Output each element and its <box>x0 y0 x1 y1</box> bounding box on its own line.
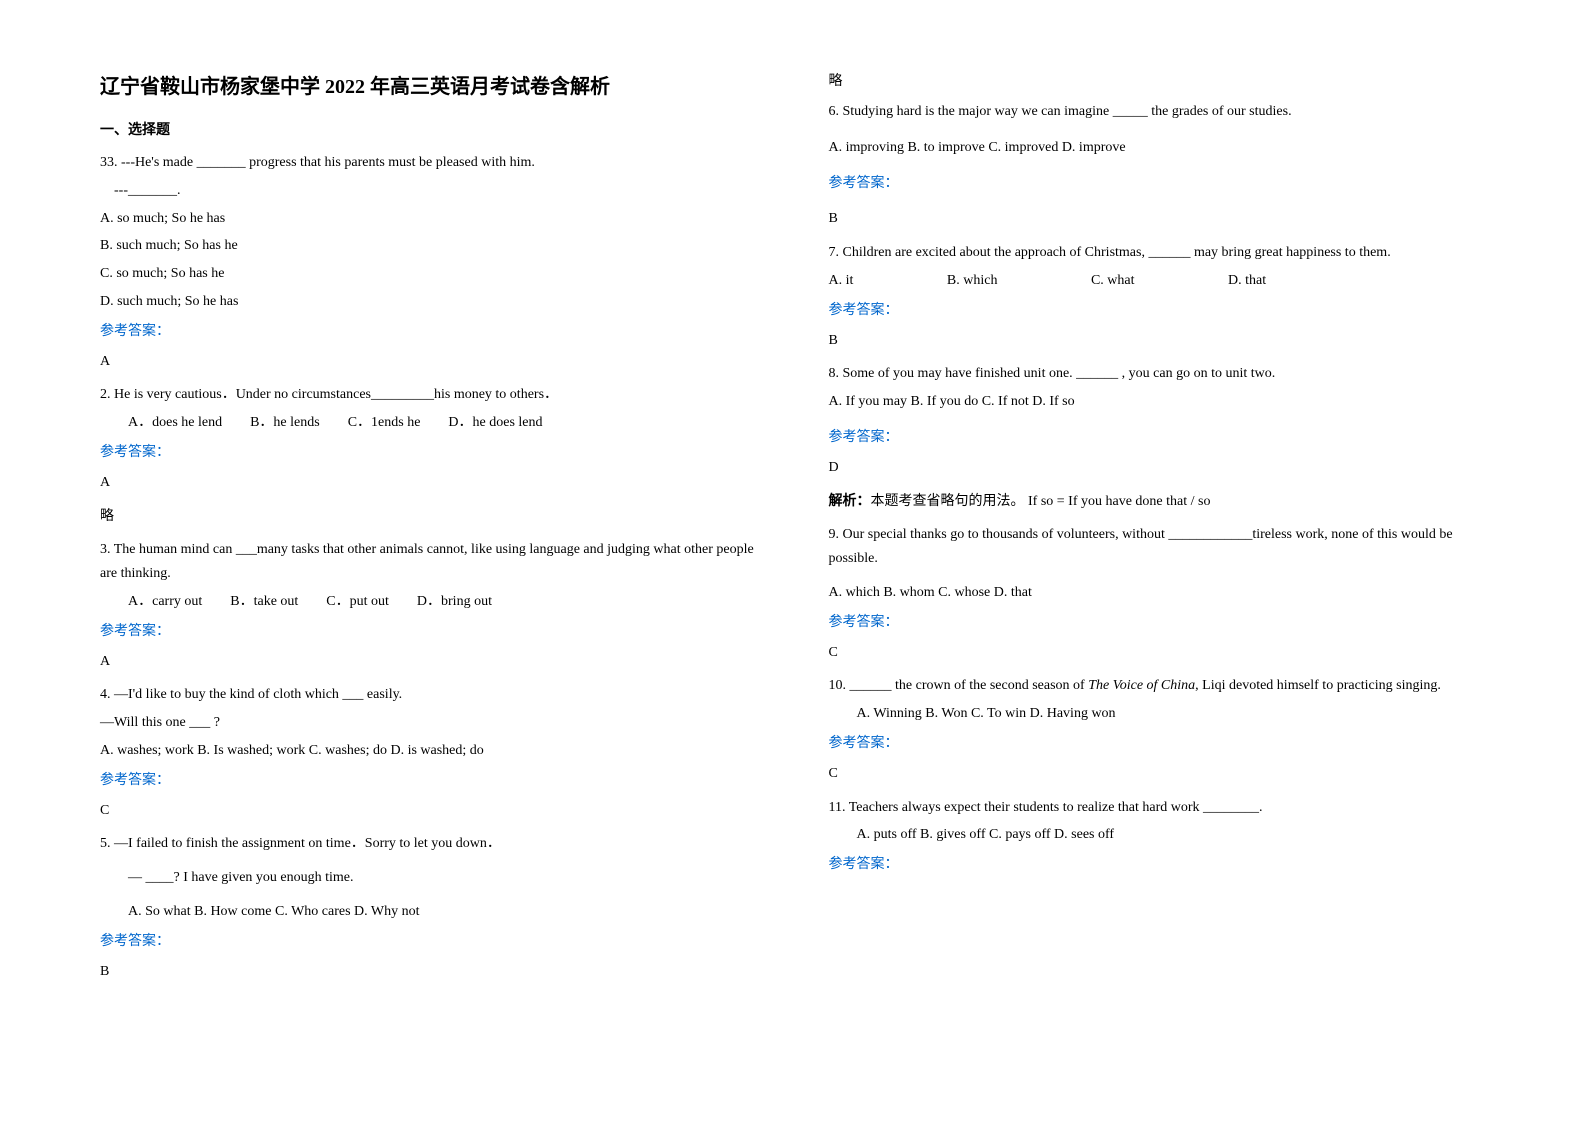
question-8: 8. Some of you may have finished unit on… <box>829 362 1498 513</box>
question-9: 9. Our special thanks go to thousands of… <box>829 523 1498 664</box>
lue-text: 略 <box>100 505 769 529</box>
options: A．does he lend B．he lends C．1ends he D．h… <box>100 411 769 435</box>
option-a: A. so much; So he has <box>100 207 769 231</box>
right-column: 略 6. Studying hard is the major way we c… <box>809 70 1538 1082</box>
question-33: 33. ---He's made _______ progress that h… <box>100 151 769 373</box>
answer-value: D <box>829 456 1498 480</box>
section-header: 一、选择题 <box>100 119 769 139</box>
options: A. it B. which C. what D. that <box>829 269 1498 293</box>
option-d: D. that <box>1228 273 1266 288</box>
question-5: 5. —I failed to finish the assignment on… <box>100 832 769 983</box>
answer-value: A <box>100 650 769 674</box>
document-title: 辽宁省鞍山市杨家堡中学 2022 年高三英语月考试卷含解析 <box>100 70 769 99</box>
answer-label: 参考答案： <box>100 441 769 465</box>
question-text: —Will this one ___ ? <box>100 711 769 735</box>
answer-label: 参考答案： <box>829 299 1498 323</box>
option-d: D. such much; So he has <box>100 290 769 314</box>
question-11: 11. Teachers always expect their student… <box>829 796 1498 877</box>
question-text: 9. Our special thanks go to thousands of… <box>829 523 1498 571</box>
option-b: B. such much; So has he <box>100 234 769 258</box>
explain-text: 本题考查省略句的用法。 If so = If you have done tha… <box>871 494 1211 509</box>
question-text: 6. Studying hard is the major way we can… <box>829 100 1498 124</box>
question-text: 3. The human mind can ___many tasks that… <box>100 538 769 586</box>
answer-label: 参考答案： <box>829 426 1498 450</box>
explanation: 解析：本题考查省略句的用法。 If so = If you have done … <box>829 490 1498 514</box>
options: A. So what B. How come C. Who cares D. W… <box>100 900 769 924</box>
text-italic: The Voice of China <box>1088 678 1195 693</box>
answer-label: 参考答案： <box>829 172 1498 196</box>
text-part-b: , Liqi devoted himself to practicing sin… <box>1195 678 1441 693</box>
options: A. improving B. to improve C. improved D… <box>829 136 1498 160</box>
answer-value: C <box>100 799 769 823</box>
answer-value: C <box>829 641 1498 665</box>
options: A. puts off B. gives off C. pays off D. … <box>829 823 1498 847</box>
options: A. which B. whom C. whose D. that <box>829 581 1498 605</box>
left-column: 辽宁省鞍山市杨家堡中学 2022 年高三英语月考试卷含解析 一、选择题 33. … <box>100 70 809 1082</box>
answer-label: 参考答案： <box>100 769 769 793</box>
question-text: 4. —I'd like to buy the kind of cloth wh… <box>100 683 769 707</box>
answer-value: B <box>829 207 1498 231</box>
answer-value: A <box>100 350 769 374</box>
question-text: ---_______. <box>100 179 769 203</box>
question-text: 2. He is very cautious．Under no circumst… <box>100 383 769 407</box>
question-2: 2. He is very cautious．Under no circumst… <box>100 383 769 528</box>
question-text: 33. ---He's made _______ progress that h… <box>100 151 769 175</box>
options: A. Winning B. Won C. To win D. Having wo… <box>829 702 1498 726</box>
option-b: B. which <box>947 273 998 288</box>
options: A. If you may B. If you do C. If not D. … <box>829 390 1498 414</box>
options: A. washes; work B. Is washed; work C. wa… <box>100 739 769 763</box>
option-c: C. what <box>1091 273 1135 288</box>
question-text: 10. ______ the crown of the second seaso… <box>829 674 1498 698</box>
text-part-a: 10. ______ the crown of the second seaso… <box>829 678 1089 693</box>
answer-value: B <box>100 960 769 984</box>
lue-text: 略 <box>829 70 1498 90</box>
answer-label: 参考答案： <box>100 620 769 644</box>
question-text: 11. Teachers always expect their student… <box>829 796 1498 820</box>
question-6: 6. Studying hard is the major way we can… <box>829 100 1498 231</box>
question-10: 10. ______ the crown of the second seaso… <box>829 674 1498 785</box>
option-a: A. it <box>829 273 854 288</box>
options: A．carry out B．take out C．put out D．bring… <box>100 590 769 614</box>
answer-label: 参考答案： <box>829 611 1498 635</box>
answer-value: B <box>829 329 1498 353</box>
answer-label: 参考答案： <box>829 732 1498 756</box>
question-text: — ____? I have given you enough time. <box>100 866 769 890</box>
answer-label: 参考答案： <box>100 930 769 954</box>
question-text: 5. —I failed to finish the assignment on… <box>100 832 769 856</box>
answer-label: 参考答案： <box>100 320 769 344</box>
explain-label: 解析： <box>829 494 871 509</box>
question-3: 3. The human mind can ___many tasks that… <box>100 538 769 673</box>
answer-label: 参考答案： <box>829 853 1498 877</box>
question-7: 7. Children are excited about the approa… <box>829 241 1498 352</box>
answer-value: A <box>100 471 769 495</box>
option-c: C. so much; So has he <box>100 262 769 286</box>
question-text: 8. Some of you may have finished unit on… <box>829 362 1498 386</box>
question-4: 4. —I'd like to buy the kind of cloth wh… <box>100 683 769 822</box>
answer-value: C <box>829 762 1498 786</box>
question-text: 7. Children are excited about the approa… <box>829 241 1498 265</box>
